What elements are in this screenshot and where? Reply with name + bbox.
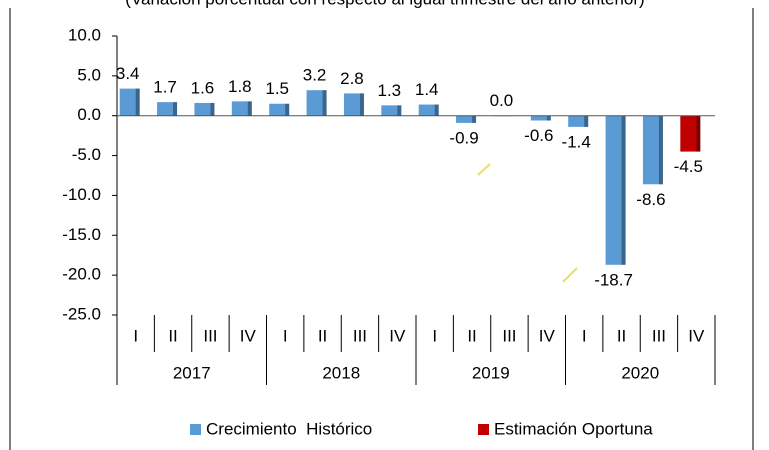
bar — [194, 102, 215, 116]
year-label: 2020 — [621, 363, 659, 382]
x-tick-label: I — [283, 326, 288, 345]
x-tick-label: I — [432, 326, 437, 345]
x-tick-label: III — [203, 326, 217, 345]
x-tick-label: II — [318, 326, 327, 345]
bar — [381, 105, 402, 116]
y-tick-label: -15.0 — [62, 225, 101, 244]
bar — [119, 88, 140, 116]
bar — [157, 102, 178, 116]
year-label: 2019 — [472, 363, 510, 382]
bar — [306, 90, 327, 116]
data-label: 1.4 — [415, 80, 439, 99]
bar — [231, 101, 252, 116]
bar — [530, 115, 551, 121]
data-label: 1.8 — [228, 77, 252, 96]
data-label: 1.6 — [191, 78, 215, 97]
data-label: 3.4 — [116, 64, 140, 83]
year-label: 2018 — [322, 363, 360, 382]
bar — [680, 115, 701, 152]
bar — [568, 115, 589, 127]
bar-side — [285, 103, 290, 116]
bar-side — [472, 115, 477, 123]
data-label: -0.9 — [449, 128, 478, 147]
x-tick-label: I — [133, 326, 138, 345]
data-label: -18.7 — [594, 270, 633, 289]
y-tick-label: -20.0 — [62, 265, 101, 284]
bar-side — [621, 115, 626, 265]
data-label: -1.4 — [562, 132, 591, 151]
x-tick-label: III — [652, 326, 666, 345]
data-label: 0.0 — [490, 91, 514, 110]
bar-side — [322, 90, 327, 116]
bar-side — [434, 104, 439, 116]
data-label: -4.5 — [674, 157, 703, 176]
decor-mark — [562, 267, 578, 283]
bar — [343, 93, 364, 116]
data-label: 1.5 — [265, 79, 289, 98]
x-tick-label: IV — [389, 326, 406, 345]
bar-side — [173, 102, 178, 116]
x-tick-label: II — [617, 326, 626, 345]
bar — [269, 103, 290, 116]
y-tick-label: -10.0 — [62, 185, 101, 204]
x-tick-label: IV — [240, 326, 257, 345]
bar-side — [658, 115, 663, 185]
legend-swatch — [478, 424, 489, 435]
data-label: 2.8 — [340, 69, 364, 88]
x-tick-label: III — [502, 326, 516, 345]
data-label: 1.3 — [377, 81, 401, 100]
x-tick-label: II — [467, 326, 476, 345]
y-tick-label: 5.0 — [77, 65, 101, 84]
data-label: -8.6 — [636, 190, 665, 209]
bar — [456, 115, 477, 123]
bar-side — [397, 105, 402, 116]
legend-label: Crecimiento Histórico — [206, 419, 372, 438]
bar-side — [135, 88, 140, 116]
bar — [605, 115, 626, 265]
x-tick-label: IV — [688, 326, 705, 345]
data-label: -0.6 — [524, 126, 553, 145]
bar-side — [247, 101, 252, 116]
bar-side — [546, 115, 551, 121]
decor-mark — [477, 163, 491, 176]
x-tick-label: I — [582, 326, 587, 345]
legend-label: Estimación Oportuna — [494, 419, 653, 438]
bar — [642, 115, 663, 185]
x-tick-label: III — [353, 326, 367, 345]
y-tick-label: -5.0 — [72, 145, 101, 164]
bar-side — [584, 115, 589, 127]
y-tick-label: 10.0 — [68, 25, 101, 44]
chart-subtitle: (Variación porcentual con respecto al ig… — [125, 0, 644, 8]
data-label: 3.2 — [303, 66, 327, 85]
year-label: 2017 — [173, 363, 211, 382]
bar-side — [210, 102, 215, 116]
data-label: 1.7 — [153, 78, 177, 97]
legend-swatch — [190, 424, 201, 435]
y-tick-label: 0.0 — [77, 105, 101, 124]
x-tick-label: IV — [539, 326, 556, 345]
y-tick-label: -25.0 — [62, 304, 101, 323]
bar — [418, 104, 439, 116]
bar-side — [696, 115, 701, 152]
x-tick-label: II — [168, 326, 177, 345]
bar-side — [359, 93, 364, 116]
